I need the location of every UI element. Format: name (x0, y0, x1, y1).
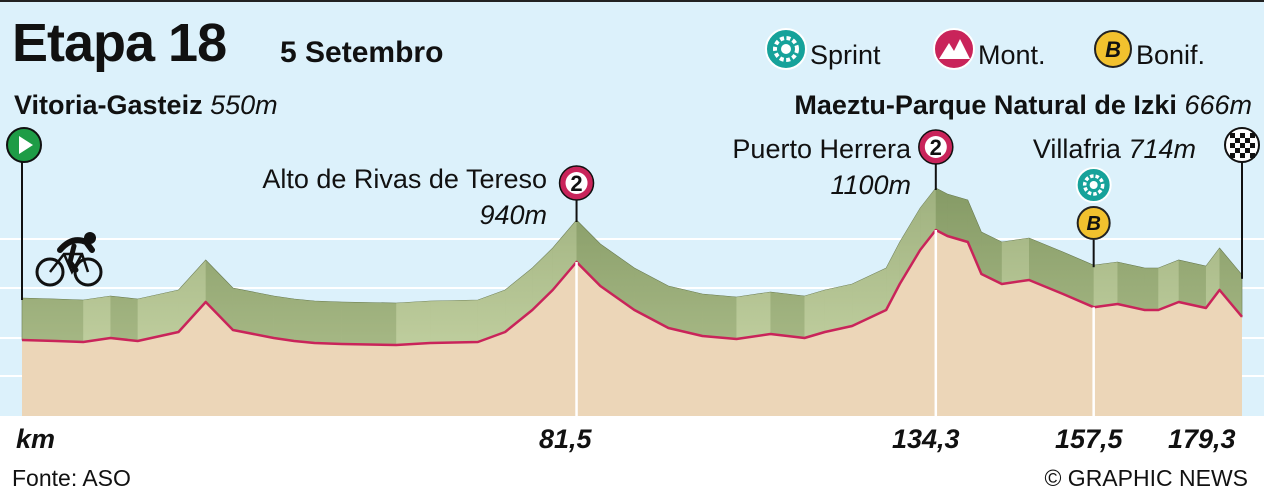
legend-bonus-label: Bonif. (1136, 40, 1206, 70)
side-face-shading (22, 188, 1242, 345)
sprint-name: Villafria (1032, 134, 1121, 164)
side-face-segment (576, 220, 601, 286)
side-face-segment (273, 296, 295, 341)
climb-1-altitude: 940m (479, 200, 547, 230)
stage-date: 5 Setembro (280, 36, 444, 69)
side-face-segment (899, 208, 921, 284)
km-tick-3: 157,5 (1055, 424, 1123, 454)
climb-2-category-icon: 2 (918, 129, 954, 165)
climb-1-name: Alto de Rivas de Tereso (262, 164, 547, 194)
side-face-segment (137, 290, 179, 341)
start-altitude: 550m (210, 90, 278, 120)
side-face-segment (505, 268, 533, 332)
start-icon (6, 127, 42, 163)
marker-poles (21, 160, 1243, 416)
side-face-segment (947, 194, 968, 242)
side-face-segment (232, 288, 274, 338)
side-face-segment (110, 296, 138, 341)
finish-icon (1224, 127, 1260, 163)
side-face-segment (668, 286, 703, 336)
side-face-segment (430, 300, 478, 343)
start-location: Vitoria-Gasteiz 550m (14, 90, 278, 121)
side-face-segment (600, 244, 635, 310)
side-face-segment (22, 298, 57, 341)
side-face-segment (770, 292, 805, 338)
side-face-segment (736, 292, 771, 339)
side-face-segment (824, 284, 853, 332)
bonus-marker-letter: B (1086, 213, 1100, 235)
legend-mountain-label: Mont. (978, 40, 1046, 70)
climb-2-altitude: 1100m (830, 170, 911, 200)
side-face-segment (852, 268, 887, 326)
bonus-marker-icon: B (1076, 206, 1111, 240)
sprint-altitude: 714m (1128, 134, 1196, 164)
credit-note: © GRAPHIC NEWS (1044, 465, 1248, 491)
side-face-segment (886, 242, 900, 310)
side-face-segment (1063, 252, 1094, 308)
climb-1-category-icon: 2 (558, 165, 595, 201)
finish-name: Maeztu-Parque Natural de Izki (794, 90, 1177, 120)
side-face-segment (1144, 268, 1159, 310)
side-face-segment (981, 232, 1002, 284)
sprint-marker-icon (1075, 167, 1112, 203)
sprint-icon (765, 28, 807, 70)
side-face-segment (702, 294, 737, 339)
side-face-segment (967, 200, 982, 274)
legend-sprint-label: Sprint (810, 40, 881, 70)
source-note: Fonte: ASO (12, 465, 131, 491)
km-tick-1: 81,5 (539, 424, 592, 454)
side-face-segment (1219, 248, 1242, 317)
side-face-segment (1178, 260, 1206, 308)
side-face-segment (341, 302, 397, 345)
bonus-icon-letter: B (1105, 37, 1121, 62)
profile-line (21, 228, 1243, 347)
side-face-segment (1093, 262, 1118, 308)
km-axis-label: km (16, 424, 56, 454)
climb-2-category: 2 (930, 135, 942, 160)
cyclist-icon (35, 232, 103, 287)
side-face-segment (935, 188, 948, 236)
km-tick-2: 134,3 (892, 424, 960, 454)
legend-icons: B (765, 28, 1132, 70)
side-face-segment (314, 301, 342, 344)
sprint-location: Villafria 714m (1033, 134, 1196, 165)
side-face-segment (804, 290, 825, 338)
side-face-segment (1158, 260, 1179, 310)
side-face-segment (83, 296, 111, 342)
km-tick-4: 179,3 (1168, 424, 1236, 454)
marker-badges: 2 2 B (6, 127, 1260, 240)
start-name: Vitoria-Gasteiz (14, 90, 203, 120)
side-face-segment (477, 290, 506, 342)
side-face-segment (634, 268, 669, 328)
mountain-icon (933, 28, 975, 70)
finish-location: Maeztu-Parque Natural de Izki 666m (794, 90, 1252, 121)
side-face-segment (1029, 238, 1064, 294)
climb-1-category: 2 (570, 171, 582, 196)
side-face-segment (178, 260, 206, 332)
climb-2-name: Puerto Herrera (732, 134, 911, 164)
side-face-segment (56, 299, 84, 342)
side-face-segment (1117, 262, 1145, 310)
bonus-icon: B (1094, 30, 1132, 68)
finish-altitude: 666m (1184, 90, 1252, 120)
side-face-segment (205, 260, 233, 330)
side-face-segment (294, 299, 315, 343)
page-title: Etapa 18 (12, 13, 227, 73)
side-face-segment (1001, 238, 1030, 284)
side-face-segment (552, 220, 577, 290)
side-face-segment (396, 301, 431, 345)
